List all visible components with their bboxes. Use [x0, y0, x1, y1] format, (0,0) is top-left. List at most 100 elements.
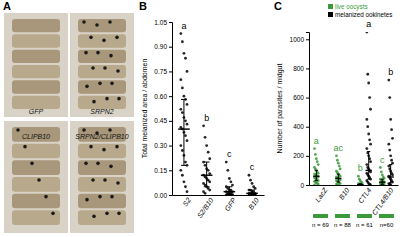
- data-point: [389, 118, 392, 121]
- melanized-spot: [109, 54, 113, 58]
- melanized-spot: [96, 51, 100, 55]
- data-point: [181, 111, 184, 114]
- data-point: [338, 165, 341, 168]
- data-point: [183, 180, 186, 183]
- data-point: [368, 96, 371, 99]
- panel: CNumber of parasites / midgut02004006008…: [274, 0, 399, 228]
- data-point: [391, 173, 394, 176]
- quartile-cap: [337, 182, 340, 183]
- abdomen-segment: [12, 194, 60, 209]
- data-point: [184, 57, 187, 60]
- quartile-cap: [367, 179, 370, 180]
- y-axis: 0.000.150.300.450.600.750.901.05: [154, 19, 172, 199]
- x-axis-line: [173, 195, 265, 196]
- data-point: [366, 125, 369, 128]
- y-tick: 600: [293, 94, 309, 101]
- melanized-spot: [92, 100, 96, 104]
- n-label: n=60: [380, 222, 394, 228]
- data-point: [387, 79, 390, 82]
- y-tick: 0: [300, 182, 309, 189]
- legend-swatch: [328, 12, 333, 17]
- photo: [4, 121, 68, 233]
- abdomen-segment: [78, 19, 126, 32]
- melanized-spot: [116, 181, 120, 185]
- annotations: abcc: [181, 21, 254, 173]
- abdomen-segment: [78, 65, 126, 78]
- quartile-range: [338, 174, 339, 182]
- y-tick-mark: [306, 68, 309, 69]
- melanized-spot: [91, 66, 95, 70]
- y-tick: 0.45: [154, 117, 172, 124]
- data-point: [391, 137, 394, 140]
- data-point: [316, 182, 319, 185]
- data-point: [316, 160, 319, 163]
- x-tick: LacZ: [314, 186, 329, 203]
- data-point: [186, 190, 189, 193]
- photo-background: [4, 121, 68, 233]
- photo: [70, 121, 134, 233]
- abdomen-segment: [12, 177, 60, 192]
- y-axis-title: Number of parasites / midgut: [276, 64, 284, 154]
- data-point: [367, 133, 370, 136]
- y-axis: 02004006008001000: [290, 33, 310, 189]
- genotype-icon: [313, 214, 328, 218]
- data-point: [368, 183, 371, 185]
- data-point: [388, 96, 391, 99]
- series: [178, 32, 258, 195]
- y-tick: 0.90: [154, 43, 172, 50]
- abdomen-segment: [78, 80, 126, 93]
- quartile-range: [390, 165, 391, 183]
- melanized-spot: [109, 165, 113, 169]
- abdomen-segment: [12, 65, 60, 78]
- data-point: [369, 143, 372, 146]
- y-tick-mark: [169, 71, 172, 72]
- quartile-cap: [359, 185, 362, 186]
- data-point: [337, 184, 340, 185]
- data-point: [357, 175, 360, 178]
- data-point: [359, 183, 362, 185]
- abdomen-segment: [12, 210, 60, 225]
- melanized-spot: [98, 82, 102, 86]
- significance-letter: c: [227, 149, 232, 159]
- data-point: [390, 159, 393, 162]
- melanized-spot: [85, 85, 89, 89]
- data-point: [230, 180, 233, 183]
- data-point: [186, 70, 189, 73]
- x-tick: B10: [338, 186, 351, 200]
- legend-swatch: [328, 4, 333, 9]
- y-tick-label: 0.60: [154, 93, 167, 100]
- x-axis: LacZB10CTL4CTL4/B10: [310, 186, 399, 217]
- data-point: [179, 144, 182, 147]
- quartile-cap: [226, 186, 232, 187]
- data-point: [339, 168, 342, 171]
- melanized-spot: [23, 145, 27, 149]
- x-tick-label: GFP: [223, 196, 237, 212]
- y-tick-label: 800: [293, 65, 304, 72]
- abdomen-segment: [12, 80, 60, 93]
- melanized-spot: [51, 212, 55, 216]
- melanized-spot: [110, 195, 114, 199]
- y-tick: 200: [293, 152, 309, 159]
- photo: [70, 13, 134, 117]
- data-point: [184, 119, 187, 122]
- quartile-cap: [381, 184, 384, 185]
- legend-label: live oocysts: [335, 3, 368, 11]
- y-tick: 800: [293, 65, 309, 72]
- data-point: [387, 143, 390, 146]
- quartile-cap: [226, 195, 232, 196]
- quartile-range: [368, 151, 369, 179]
- melanized-spot: [110, 82, 114, 86]
- y-tick-mark: [306, 156, 309, 157]
- melanized-spot: [84, 51, 88, 55]
- data-point: [369, 160, 372, 163]
- significance-letter: ac: [334, 143, 344, 153]
- x-tick-label: S2: [181, 196, 192, 207]
- y-tick-label: 1000: [290, 36, 305, 43]
- photo-label: GFP: [29, 108, 44, 115]
- abdomen-segment: [12, 50, 60, 63]
- data-point: [179, 169, 182, 172]
- melanized-spot: [30, 162, 34, 166]
- n-label: n = 69: [312, 222, 330, 228]
- data-point: [231, 184, 234, 187]
- melanized-spot: [115, 145, 119, 149]
